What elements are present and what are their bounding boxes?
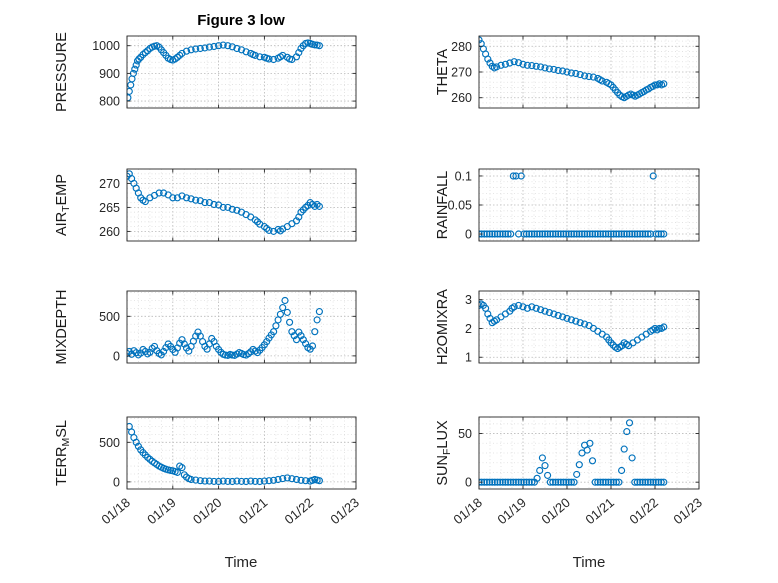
major-grid	[127, 169, 356, 241]
major-grid	[127, 36, 356, 108]
axes-box	[478, 416, 700, 490]
subplot-mixdepth: 0 500 MIXDEPTH	[54, 290, 357, 365]
y-tick-labels: 0 500	[99, 310, 120, 364]
svg-text:01/19: 01/19	[494, 495, 529, 527]
svg-text:1: 1	[465, 351, 472, 365]
data-points	[126, 296, 323, 359]
data-points	[478, 172, 668, 238]
svg-text:0: 0	[113, 475, 120, 489]
y-tick-labels: 1 2 3	[465, 293, 472, 365]
y-axis-label: SUNFLUX	[435, 420, 453, 486]
svg-text:3: 3	[465, 293, 472, 307]
svg-text:2: 2	[465, 322, 472, 336]
x-tick-labels: 01/18 01/19 01/20 01/21 01/22 01/23	[98, 495, 362, 527]
subplot-sun-flux: 0 50 01/18 01/19 01/20 01/21 01/22 01/23 SUNFLUX	[435, 416, 705, 527]
svg-text:01/19: 01/19	[144, 495, 179, 527]
x-axis-title-left: Time	[224, 554, 258, 571]
svg-text:0.05: 0.05	[448, 199, 472, 213]
axes-box	[126, 290, 357, 364]
axes-box	[478, 35, 700, 109]
major-grid	[479, 417, 699, 489]
subplot-rainfall: 0 0.05 0.1 RAINFALL	[435, 168, 700, 242]
y-tick-labels: 0 500	[99, 436, 120, 490]
data-points	[478, 300, 668, 353]
svg-text:01/22: 01/22	[282, 495, 317, 527]
x-tick-labels: 01/18 01/19 01/20 01/21 01/22 01/23	[450, 495, 705, 527]
subplot-terr-msl: 0 500 01/18 01/19 01/20 01/21 01/22 01/23 TERRMS…	[54, 416, 362, 527]
svg-text:800: 800	[99, 95, 120, 109]
svg-text:500: 500	[99, 310, 120, 324]
svg-text:01/18: 01/18	[450, 495, 485, 527]
y-tick-labels: 260 265 270	[99, 177, 120, 239]
x-axis-title-right: Time	[572, 554, 606, 571]
axes-box	[126, 416, 357, 490]
y-tick-labels: 0 0.05 0.1	[448, 169, 472, 241]
subplot-pressure: 800 900 1000 PRESSURE	[54, 32, 357, 112]
y-axis-label: RAINFALL	[435, 171, 451, 240]
svg-text:01/21: 01/21	[582, 495, 617, 527]
svg-text:01/21: 01/21	[236, 495, 271, 527]
svg-text:260: 260	[451, 91, 472, 105]
svg-text:1000: 1000	[92, 39, 120, 53]
y-axis-label: TERRMSL	[54, 420, 72, 486]
svg-text:0: 0	[465, 476, 472, 490]
major-grid	[127, 417, 356, 489]
data-points	[478, 36, 668, 102]
minor-grid	[127, 417, 356, 489]
data-points	[126, 39, 323, 102]
y-tick-labels: 800 900 1000	[92, 39, 120, 108]
svg-text:265: 265	[99, 201, 120, 215]
subplot-air-temp: 260 265 270 AIRTEMP	[54, 168, 357, 242]
y-tick-labels: 260 270 280	[451, 40, 472, 105]
svg-text:260: 260	[99, 225, 120, 239]
subplot-h2omixra: 1 2 3 H2OMIXRA	[435, 289, 700, 365]
figure-title: Figure 3 low	[197, 12, 285, 29]
svg-text:0.1: 0.1	[455, 169, 472, 183]
svg-text:900: 900	[99, 67, 120, 81]
svg-text:500: 500	[99, 436, 120, 450]
svg-text:50: 50	[458, 427, 472, 441]
major-grid	[479, 36, 699, 108]
svg-text:0: 0	[113, 349, 120, 363]
y-axis-label: PRESSURE	[54, 32, 70, 112]
y-axis-label: THETA	[435, 48, 451, 95]
data-points	[126, 422, 323, 486]
minor-grid	[127, 36, 356, 108]
axes-box	[478, 290, 700, 364]
data-points	[478, 419, 668, 486]
svg-text:280: 280	[451, 40, 472, 54]
y-axis-label: H2OMIXRA	[435, 289, 451, 365]
minor-grid	[479, 291, 699, 364]
svg-text:01/20: 01/20	[190, 495, 225, 527]
axes-box	[478, 168, 700, 242]
svg-text:01/23: 01/23	[327, 495, 362, 527]
svg-text:01/18: 01/18	[98, 495, 133, 527]
y-tick-labels: 0 50	[458, 427, 472, 490]
svg-text:270: 270	[451, 66, 472, 80]
y-axis-label: AIRTEMP	[54, 174, 72, 236]
axes-box	[126, 168, 357, 242]
data-points	[126, 170, 323, 235]
svg-text:270: 270	[99, 177, 120, 191]
axes-box	[126, 35, 357, 109]
svg-text:0: 0	[465, 228, 472, 242]
y-axis-label: MIXDEPTH	[54, 290, 70, 365]
svg-text:01/23: 01/23	[670, 495, 705, 527]
svg-text:01/22: 01/22	[626, 495, 661, 527]
svg-text:01/20: 01/20	[538, 495, 573, 527]
